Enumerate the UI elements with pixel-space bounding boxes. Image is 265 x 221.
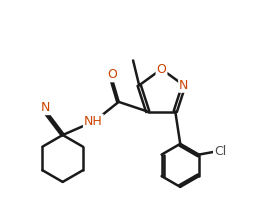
Text: Cl: Cl (214, 145, 226, 158)
Text: N: N (41, 101, 50, 114)
Text: N: N (179, 79, 188, 92)
Text: O: O (107, 68, 117, 81)
Text: O: O (157, 63, 166, 76)
Text: NH: NH (84, 115, 103, 128)
